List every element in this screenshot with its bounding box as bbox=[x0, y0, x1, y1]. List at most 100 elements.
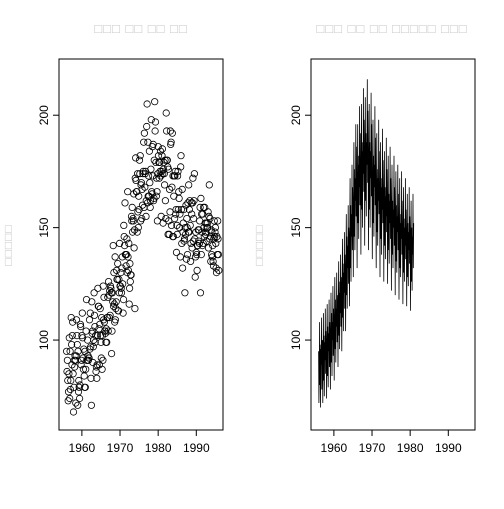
scatter-point bbox=[156, 147, 165, 155]
scatter-y-label: □□□□□ bbox=[1, 224, 15, 265]
scatter-point bbox=[177, 163, 185, 171]
scatter-point bbox=[174, 206, 182, 214]
scatter-point bbox=[153, 174, 161, 182]
scatter-point bbox=[178, 185, 186, 193]
scatter-point bbox=[88, 298, 96, 306]
scatter-point bbox=[127, 212, 136, 220]
scatter-point bbox=[134, 224, 142, 232]
scatter-point bbox=[111, 316, 120, 324]
scatter-point bbox=[104, 327, 112, 335]
scatter-point bbox=[99, 282, 107, 290]
x-tick-label: 1980 bbox=[145, 441, 172, 455]
scatter-point bbox=[185, 206, 193, 214]
scatter-point bbox=[133, 228, 141, 236]
scatter-point bbox=[138, 201, 147, 209]
scatter-point bbox=[117, 284, 125, 292]
scatter-point bbox=[166, 185, 174, 193]
scatter-point bbox=[91, 322, 99, 331]
scatter-point bbox=[118, 264, 126, 272]
scatter-point bbox=[92, 367, 100, 376]
scatter-point bbox=[173, 221, 181, 229]
scatter-point bbox=[70, 383, 78, 391]
y-tick-label: 100 bbox=[289, 330, 303, 350]
scatter-point bbox=[215, 266, 223, 274]
scatter-point bbox=[125, 300, 133, 308]
scatter-point bbox=[96, 320, 104, 328]
line-title: □□□ □□ □□ □□□□□ □□□ bbox=[316, 21, 467, 36]
scatter-point bbox=[66, 394, 74, 403]
scatter-point bbox=[75, 376, 83, 385]
scatter-point bbox=[89, 358, 97, 367]
scatter-point bbox=[197, 194, 205, 202]
scatter-point bbox=[196, 289, 205, 297]
scatter-point bbox=[72, 399, 80, 407]
y-tick-label: 150 bbox=[37, 217, 51, 237]
line-x-axis: 1960 1970 1980 1990 bbox=[321, 430, 462, 455]
line-series bbox=[318, 79, 415, 408]
scatter-point bbox=[209, 257, 217, 265]
scatter-y-axis: 100 150 200 bbox=[37, 105, 59, 350]
scatter-point bbox=[120, 233, 128, 241]
scatter-point bbox=[97, 354, 105, 362]
scatter-point bbox=[127, 271, 135, 279]
scatter-point bbox=[82, 365, 90, 373]
scatter-point bbox=[214, 235, 222, 243]
scatter-point bbox=[66, 347, 74, 355]
scatter-point bbox=[174, 172, 182, 180]
scatter-point bbox=[100, 293, 108, 301]
scatter-point bbox=[148, 190, 156, 198]
scatter-point bbox=[63, 367, 71, 376]
scatter-point bbox=[74, 401, 82, 409]
scatter-point bbox=[95, 302, 103, 310]
scatter-point bbox=[120, 221, 128, 229]
scatter-point bbox=[146, 179, 154, 187]
scatter-point bbox=[164, 165, 173, 173]
scatter-point bbox=[208, 253, 216, 261]
scatter-point bbox=[183, 215, 191, 223]
x-tick-label: 1970 bbox=[359, 441, 386, 455]
scatter-plot-frame bbox=[58, 58, 224, 431]
x-tick-label: 1990 bbox=[435, 441, 462, 455]
scatter-point bbox=[111, 253, 119, 261]
scatter-point bbox=[99, 356, 107, 364]
scatter-point bbox=[140, 138, 148, 146]
scatter-point bbox=[131, 304, 139, 313]
scatter-point bbox=[92, 331, 100, 340]
scatter-point bbox=[123, 235, 131, 243]
scatter-point bbox=[106, 311, 114, 319]
scatter-point bbox=[142, 212, 150, 220]
scatter-point bbox=[184, 199, 192, 207]
y-tick-label: 100 bbox=[37, 330, 51, 350]
scatter-point bbox=[149, 140, 157, 148]
scatter-point bbox=[205, 181, 213, 189]
scatter-point bbox=[125, 239, 133, 247]
scatter-point bbox=[105, 277, 113, 286]
scatter-point bbox=[109, 298, 117, 306]
scatter-point bbox=[162, 109, 170, 117]
scatter-point bbox=[182, 255, 190, 263]
scatter-point bbox=[204, 208, 212, 216]
scatter-point bbox=[135, 206, 143, 214]
scatter-point bbox=[79, 334, 87, 342]
scatter-point bbox=[183, 251, 192, 259]
scatter-points bbox=[62, 98, 223, 416]
scatter-point bbox=[76, 394, 84, 403]
scatter-point bbox=[200, 224, 208, 232]
scatter-point bbox=[154, 143, 162, 151]
scatter-point bbox=[157, 212, 165, 220]
scatter-point bbox=[124, 253, 132, 261]
scatter-point bbox=[160, 170, 168, 178]
scatter-point bbox=[161, 181, 169, 189]
scatter-point bbox=[136, 152, 144, 160]
scatter-point bbox=[193, 266, 201, 274]
scatter-panel: □□□ □□ □□ □□ □□□□□ 100 150 200 1960 1970 198… bbox=[1, 21, 224, 455]
scatter-point bbox=[135, 156, 144, 164]
line-y-axis: 100 150 200 bbox=[289, 105, 311, 350]
scatter-point bbox=[143, 122, 151, 131]
scatter-point bbox=[114, 307, 123, 315]
scatter-point bbox=[175, 194, 183, 202]
scatter-point bbox=[157, 172, 165, 180]
scatter-point bbox=[122, 262, 130, 270]
scatter-point bbox=[165, 230, 173, 238]
scatter-point bbox=[140, 129, 148, 137]
